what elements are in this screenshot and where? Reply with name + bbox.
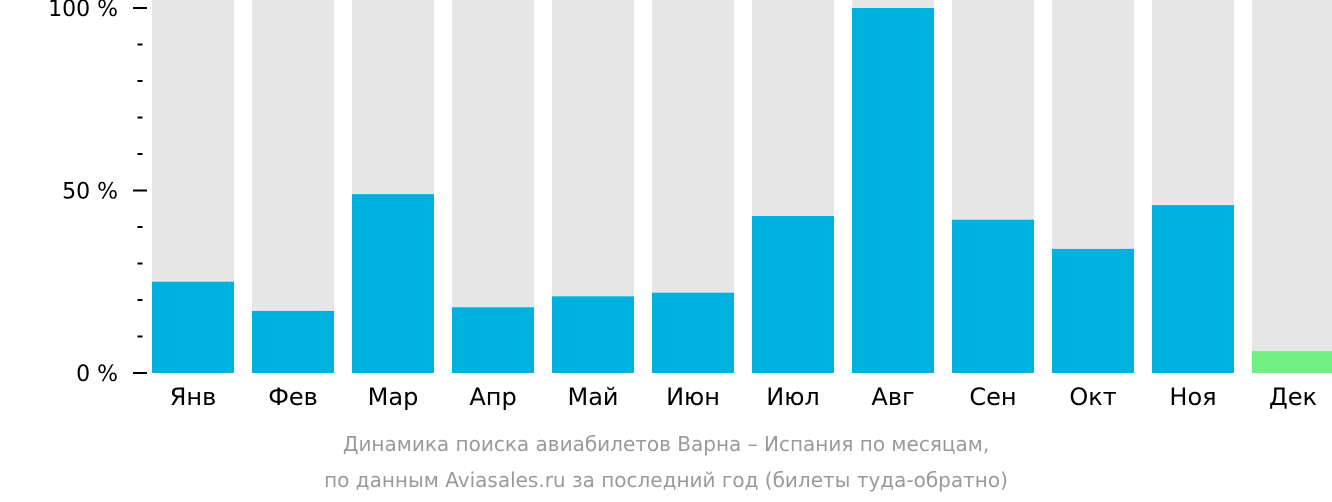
- bar-11: [1152, 205, 1234, 373]
- x-tick-label-9: Сен: [969, 383, 1016, 411]
- bar-12: [1252, 351, 1332, 373]
- y-tick-label-3: 100 %: [48, 0, 118, 22]
- bar-6: [652, 292, 734, 373]
- x-tick-label-7: Июл: [766, 383, 820, 411]
- bar-track-12: [1252, 0, 1332, 373]
- x-tick-label-4: Апр: [469, 383, 516, 411]
- bar-2: [252, 310, 334, 373]
- bar-4: [452, 307, 534, 373]
- bar-track-2: [252, 0, 334, 373]
- y-axis: 0 % 50 % 100 %: [48, 0, 147, 387]
- y-tick-label-1: 0 %: [76, 362, 118, 387]
- bar-10: [1052, 248, 1134, 373]
- y-tick-label-2: 50 %: [62, 180, 118, 205]
- bar-3: [352, 194, 434, 373]
- bar-1: [152, 281, 234, 373]
- x-axis-labels: Янв Фев Мар Апр Май Июн Июл Авг Сен Окт Ноя Дек: [170, 383, 1317, 411]
- bar-9: [952, 219, 1034, 373]
- x-tick-label-6: Июн: [666, 383, 720, 411]
- x-tick-label-10: Окт: [1069, 383, 1116, 411]
- bar-7: [752, 216, 834, 373]
- x-tick-label-8: Авг: [871, 383, 914, 411]
- x-tick-label-1: Янв: [170, 383, 217, 411]
- bar-5: [552, 296, 634, 373]
- chart-caption-line-2: по данным Aviasales.ru за последний год …: [324, 468, 1008, 492]
- chart-caption-line-1: Динамика поиска авиабилетов Варна – Испа…: [342, 432, 990, 456]
- x-tick-label-2: Фев: [268, 383, 318, 411]
- bars: [152, 8, 1332, 373]
- x-tick-label-12: Дек: [1269, 383, 1317, 411]
- bar-8: [852, 8, 934, 373]
- bar-chart: 0 % 50 % 100 % Янв Фев Мар Апр Май Июн Июл Авг Сен…: [48, 0, 1332, 411]
- x-tick-label-11: Ноя: [1169, 383, 1216, 411]
- x-tick-label-5: Май: [567, 383, 618, 411]
- x-tick-label-3: Мар: [368, 383, 419, 411]
